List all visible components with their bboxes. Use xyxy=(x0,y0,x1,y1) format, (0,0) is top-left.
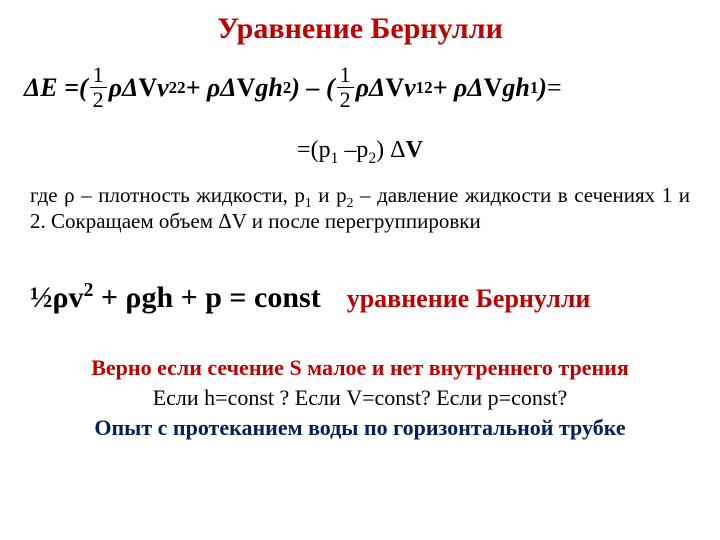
explanation-paragraph: где ρ – плотность жидкости, p1 и p2 – да… xyxy=(30,182,690,235)
condition-line-1: Верно если сечение S малое и нет внутрен… xyxy=(30,355,690,381)
slide-title: Уравнение Бернулли xyxy=(30,12,690,46)
eq-lhs: ΔE = xyxy=(24,73,79,103)
slide: Уравнение Бернулли ΔE = ( 1 2 ρΔVv22 + ρ… xyxy=(0,0,720,540)
equation-delta-e: ΔE = ( 1 2 ρΔVv22 + ρΔVgh2 ) – ( 1 2 ρΔV… xyxy=(24,64,690,111)
fraction-half-2: 1 2 xyxy=(337,64,354,111)
bernoulli-equation-row: ½ρv2 + ρgh + p = const уравнение Бернулл… xyxy=(30,281,690,315)
condition-line-2: Если h=const ? Если V=const? Если p=cons… xyxy=(30,385,690,411)
condition-line-3: Опыт с протеканием воды по горизонтально… xyxy=(30,415,690,441)
fraction-half-1: 1 2 xyxy=(90,64,107,111)
eq-open1: ( xyxy=(79,73,88,103)
equation-p1-p2: =(p1 –p2) ΔV xyxy=(30,137,690,164)
bernoulli-equation: ½ρv2 + ρgh + p = const xyxy=(30,281,321,315)
bernoulli-label: уравнение Бернулли xyxy=(347,284,591,314)
